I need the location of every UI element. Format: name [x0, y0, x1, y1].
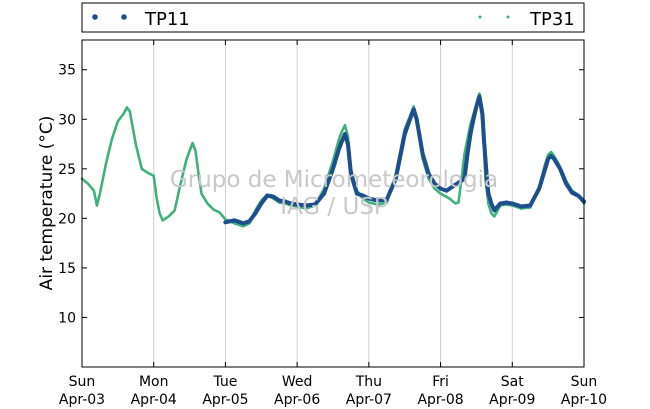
- x-axis: Sun Apr-03 Mon Apr-04 Tue Apr-05 Wed Apr-06 Thu A…: [59, 40, 607, 408]
- plot-frame: [81, 39, 585, 368]
- x-tick-label-day: Fri: [432, 374, 449, 390]
- x-tick-label-day: Sun: [571, 374, 598, 390]
- x-tick-label-date: Apr-04: [131, 392, 177, 408]
- legend: TP11 TP31: [81, 2, 585, 33]
- y-tick-label: 10: [58, 310, 76, 326]
- x-tick-label-date: Apr-06: [274, 392, 320, 408]
- x-tick-label-date: Apr-07: [346, 392, 392, 408]
- x-tick-label-date: Apr-05: [202, 392, 248, 408]
- x-tick-label-day: Thu: [355, 374, 382, 390]
- x-tick-label-date: Apr-10: [561, 392, 607, 408]
- x-tick-label-day: Sun: [69, 374, 96, 390]
- y-tick-label: 30: [58, 112, 76, 128]
- x-tick-label-date: Apr-09: [489, 392, 535, 408]
- watermark-line-1: Grupo de Micrometeorologia: [170, 167, 498, 193]
- y-tick-label: 20: [58, 211, 76, 227]
- legend-marker-tp31: [478, 15, 510, 19]
- y-axis: 10 15 20 25 30 35: [58, 63, 584, 326]
- legend-label-tp11: TP11: [144, 9, 190, 30]
- legend-label-tp31: TP31: [529, 9, 575, 30]
- y-axis-label: Air temperature (°C): [37, 116, 57, 291]
- x-tick-label-day: Sat: [501, 374, 524, 390]
- series-tp11: [223, 94, 587, 226]
- x-tick-label-day: Tue: [212, 374, 237, 390]
- legend-dot: [92, 14, 98, 20]
- x-tick-label-date: Apr-03: [59, 392, 105, 408]
- y-tick-label: 15: [58, 261, 76, 277]
- legend-dot: [121, 14, 127, 20]
- legend-box: [81, 2, 585, 33]
- legend-marker-tp11: [92, 14, 127, 20]
- watermark-line-2: IAG / USP: [280, 194, 388, 220]
- y-tick-label: 35: [58, 63, 76, 79]
- legend-dot: [506, 15, 510, 19]
- x-tick-label-day: Mon: [139, 374, 169, 390]
- y-tick-label: 25: [58, 162, 76, 178]
- legend-dot: [478, 15, 482, 19]
- x-tick-label-day: Wed: [282, 374, 313, 390]
- x-tick-label-date: Apr-08: [417, 392, 463, 408]
